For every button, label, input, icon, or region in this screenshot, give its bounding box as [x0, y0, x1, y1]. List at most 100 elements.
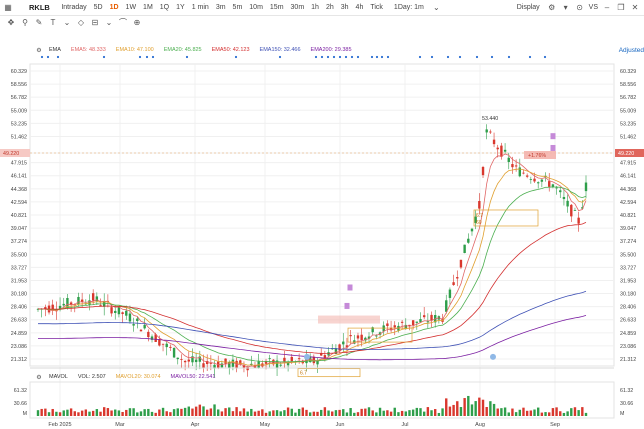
candle-body: [470, 228, 474, 232]
candle-body: [213, 364, 216, 369]
current-price-tag-left: [0, 148, 30, 157]
volume-bar: [511, 408, 514, 416]
shape-icon[interactable]: ◇: [77, 17, 85, 27]
chevron-down-icon[interactable]: ⌄: [105, 17, 113, 27]
event-marker: [550, 144, 556, 151]
timeframe-tab[interactable]: 3h: [340, 4, 349, 11]
legend-item: VOL: 2.507: [77, 374, 106, 380]
zoom-icon[interactable]: ⚲: [22, 17, 28, 27]
volume-bar: [191, 408, 194, 416]
chevron-down-icon[interactable]: ⌄: [433, 3, 440, 12]
volume-bar: [573, 407, 577, 416]
candle-body: [430, 314, 433, 321]
candle-body: [58, 305, 62, 310]
settings-icon[interactable]: ⚙: [36, 374, 42, 381]
volume-bar: [456, 401, 459, 416]
volume-values: VOL: 2.507 MAVOL20: 30.074 MAVOL50: 22.541: [73, 374, 221, 380]
timeframe-tab[interactable]: 1 min: [191, 4, 209, 11]
candle-body: [308, 357, 312, 363]
timeframe-tabs: Intraday 5D 1D 1W 1M 1Q 1Y 1 min 3m 5m 10m 15m 30m 1h…: [58, 4, 428, 11]
symbol-label[interactable]: RKLB: [29, 3, 50, 12]
volume-bar: [132, 408, 135, 416]
volume-bar: [283, 410, 286, 416]
magnet-icon[interactable]: ⌒: [119, 17, 127, 27]
timeframe-tab[interactable]: 5D: [93, 4, 103, 11]
timeframe-tab[interactable]: Intraday: [61, 4, 87, 11]
crosshair-icon[interactable]: ✥: [7, 17, 15, 27]
volume-bar: [305, 409, 308, 416]
text-icon[interactable]: T: [50, 17, 56, 27]
timeframe-tab[interactable]: 2h: [325, 4, 334, 11]
timeframe-tab[interactable]: 1M: [143, 4, 153, 11]
chevron-down-icon[interactable]: ⌄: [63, 17, 71, 27]
volume-bar: [342, 409, 345, 416]
candle-body: [518, 167, 521, 177]
display-menu[interactable]: Display: [516, 4, 540, 11]
timeframe-tab[interactable]: 1D: [109, 4, 119, 11]
timeframe-tab[interactable]: 3m: [215, 4, 226, 11]
timeframe-tab[interactable]: 1h: [311, 4, 319, 11]
search-icon[interactable]: ⊙: [576, 3, 583, 12]
timeframe-tab[interactable]: 5m: [232, 4, 243, 11]
candle-body: [323, 355, 327, 359]
timeframe-tab[interactable]: 1Q: [159, 4, 170, 11]
candle-body: [529, 179, 533, 181]
volume-bar: [536, 407, 540, 416]
drawing-toolbar: ✥ ⚲ ✎ T ⌄ ◇ ⊟ ⌄ ⌒ ⊕: [0, 16, 644, 28]
candle-body: [573, 210, 577, 211]
volume-frame: [29, 381, 615, 419]
volume-bar: [110, 410, 113, 416]
volume-bar: [408, 410, 411, 416]
settings-icon[interactable]: ⚙: [36, 47, 42, 54]
settings-icon[interactable]: ⚙: [548, 3, 556, 12]
pen-icon[interactable]: ✎: [35, 17, 43, 27]
timeframe-tab[interactable]: 4h: [355, 4, 364, 11]
restore-icon[interactable]: ❐: [617, 3, 625, 12]
candle-body: [525, 175, 529, 177]
timeframe-tab[interactable]: 1Y: [176, 4, 185, 11]
time-tick: Jun: [336, 422, 345, 428]
top-toolbar: ▦ RKLB Intraday 5D 1D 1W 1M 1Q 1Y 1 min 3m 5m 10m 1…: [0, 0, 644, 16]
volume-tick-right: 61.32: [620, 388, 633, 394]
close-icon[interactable]: ✕: [631, 3, 639, 12]
signal-dot: [375, 55, 379, 59]
price-tick-left: 28.406: [11, 305, 27, 311]
volume-bar: [257, 410, 260, 416]
minimize-icon[interactable]: –: [604, 3, 610, 12]
volume-bar: [566, 411, 569, 416]
adjusted-toggle[interactable]: Adjusted: [618, 46, 644, 54]
candle-body: [474, 216, 477, 223]
volume-bar: [544, 412, 547, 416]
signal-dot: [430, 55, 434, 59]
lock-icon[interactable]: ⊕: [133, 17, 141, 27]
ema-line: [38, 315, 587, 361]
timeframe-tab[interactable]: 15m: [269, 4, 284, 11]
price-tick-right: 21.312: [620, 357, 636, 363]
volume-bar: [51, 408, 54, 416]
interval-select[interactable]: 1Day: 1m: [393, 4, 424, 11]
volume-bar: [382, 410, 385, 416]
timeframe-tab[interactable]: 1W: [125, 4, 137, 11]
volume-tick-left: 30.66: [14, 401, 27, 407]
volume-bar: [367, 407, 371, 416]
grid-icon[interactable]: ▦: [4, 3, 12, 12]
volume-bar: [246, 411, 249, 416]
price-tick-left: 53.235: [11, 121, 27, 127]
volume-bar: [459, 407, 463, 416]
ruler-icon[interactable]: ⊟: [91, 17, 99, 27]
vs-button[interactable]: VS: [588, 4, 598, 11]
volume-bar: [158, 409, 161, 416]
timeframe-tab[interactable]: 10m: [249, 4, 263, 11]
event-marker: [347, 284, 353, 291]
candle-body: [555, 187, 558, 189]
volume-bar: [143, 409, 146, 416]
zone-label: 6.7: [476, 213, 483, 219]
candle-body: [364, 337, 367, 341]
timeframe-tab[interactable]: Tick: [370, 4, 383, 11]
volume-bar: [77, 412, 80, 416]
dropdown-icon[interactable]: ▾: [563, 3, 568, 12]
timeframe-tab[interactable]: 30m: [290, 4, 305, 11]
volume-bar: [584, 412, 588, 416]
legend-item: MAVOL50: 22.541: [170, 374, 216, 380]
